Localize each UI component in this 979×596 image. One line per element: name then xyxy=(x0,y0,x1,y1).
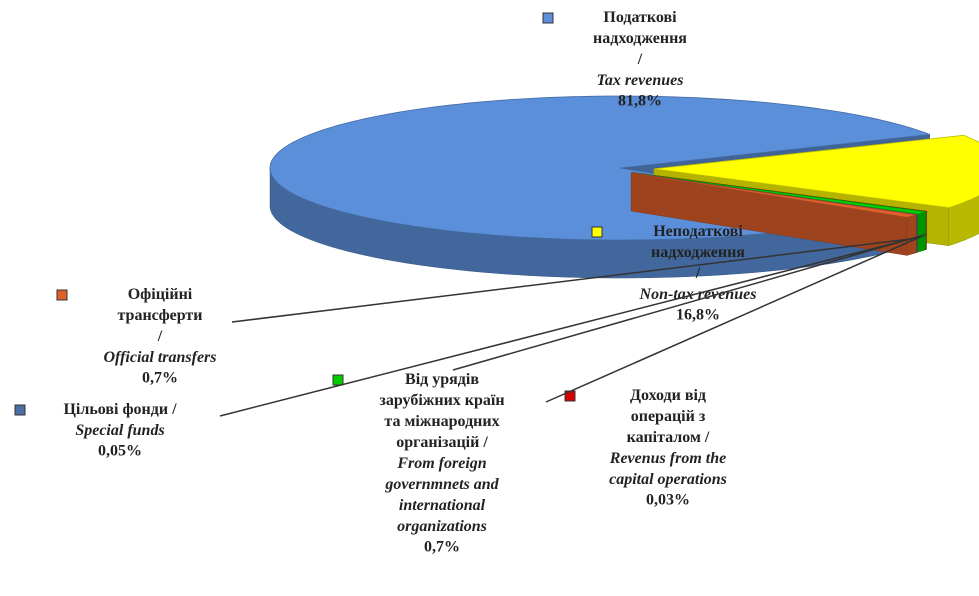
leader-line xyxy=(231,238,912,323)
category-label-en: Tax revenues xyxy=(597,72,684,89)
leader-line xyxy=(545,233,927,403)
slice-top xyxy=(631,172,917,218)
leader-line xyxy=(219,236,917,417)
slice-top xyxy=(653,134,979,209)
slice-side xyxy=(906,214,917,256)
legend-marker xyxy=(542,12,554,24)
value-label: 81,8% xyxy=(618,93,662,110)
value-label: 0,03% xyxy=(646,492,690,509)
category-label: Неподаткові надходження / xyxy=(651,223,745,282)
category-label-en: Official transfers xyxy=(103,349,216,366)
legend-marker xyxy=(332,374,344,386)
category-label: Доходи від операцій з капіталом / xyxy=(627,387,710,446)
slice-side xyxy=(948,195,979,247)
category-label-en: Revenus from the capital operations xyxy=(609,450,727,488)
category-label: Офіційні трансферти / xyxy=(118,286,203,345)
category-label: Від урядів зарубіжних країн та міжнародних… xyxy=(379,371,504,451)
slice-side xyxy=(916,211,927,253)
leader-line xyxy=(452,235,922,371)
legend-marker xyxy=(14,404,26,416)
category-label-en: From foreign governmnets and international… xyxy=(384,455,499,535)
value-label: 0,7% xyxy=(142,370,178,387)
legend-marker xyxy=(591,226,603,238)
slice-side xyxy=(916,214,918,254)
category-label: Цільові фонди / xyxy=(63,401,177,418)
value-label: 16,8% xyxy=(676,307,720,324)
value-label: 0,7% xyxy=(424,539,460,556)
legend-marker xyxy=(56,289,68,301)
category-label-en: Special funds xyxy=(75,422,164,439)
value-label: 0,05% xyxy=(98,443,142,460)
category-label: Податкові надходження / xyxy=(593,9,687,68)
